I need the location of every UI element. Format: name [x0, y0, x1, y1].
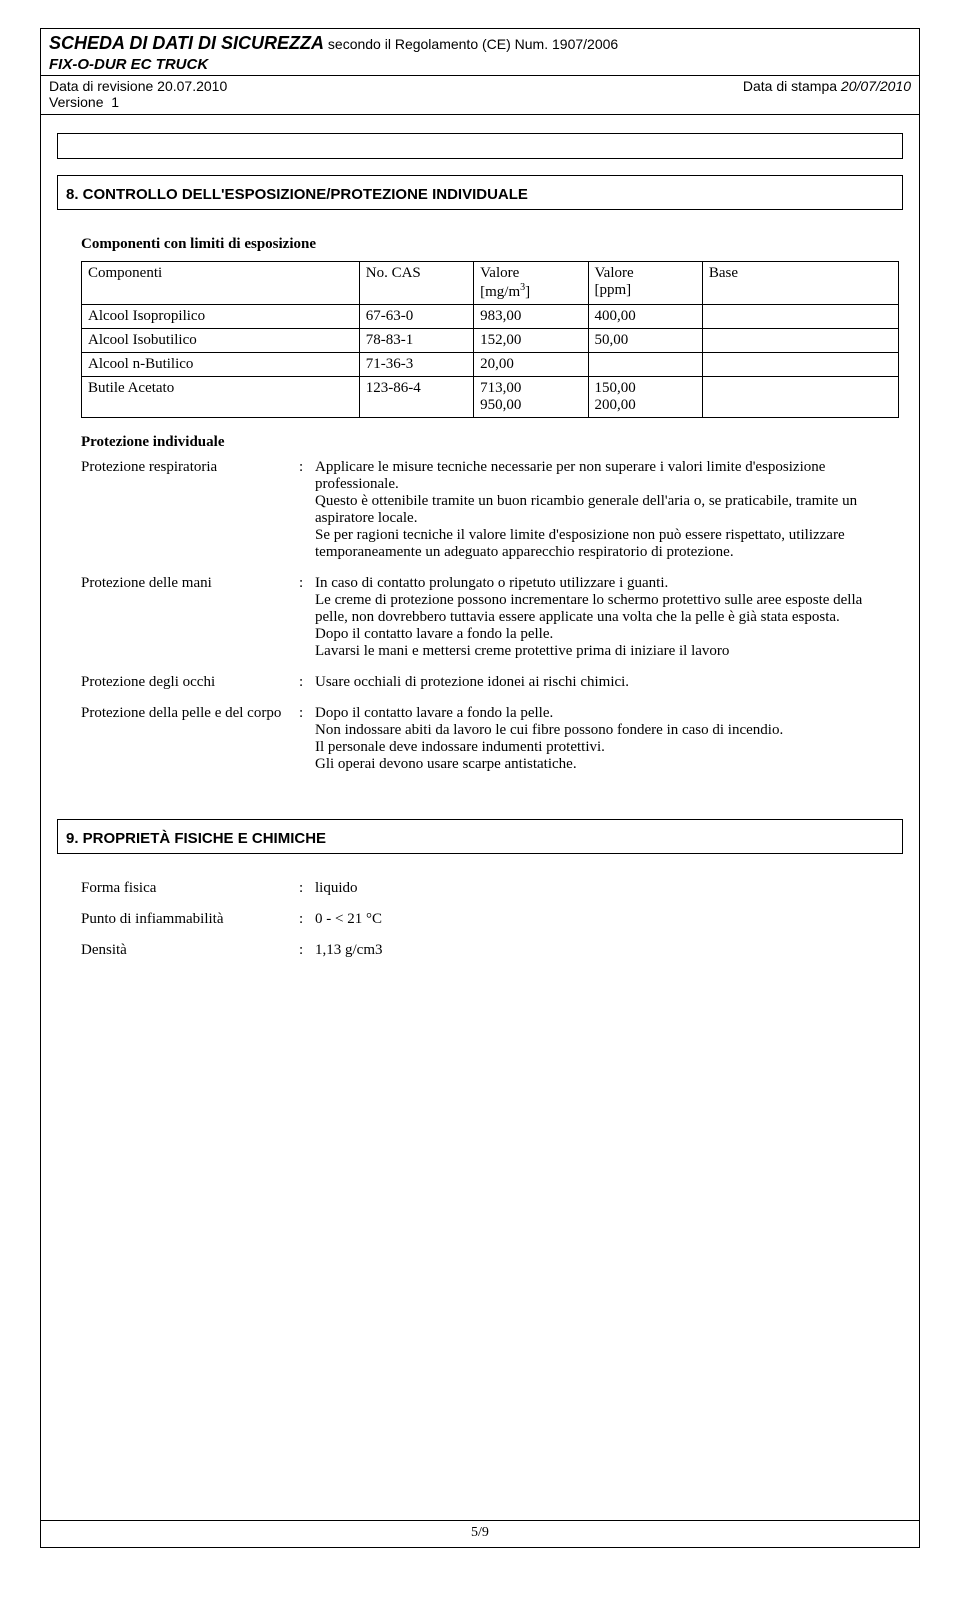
components-table: Componenti No. CAS Valore [mg/m3] Valore… — [81, 261, 899, 418]
col-component: Componenti — [82, 262, 360, 305]
hands-label: Protezione delle mani — [81, 575, 299, 660]
skin-label: Protezione della pelle e del corpo — [81, 705, 299, 773]
density-value: 1,13 g/cm3 — [315, 942, 899, 959]
table-row: Alcool Isopropilico 67-63-0 983,00 400,0… — [82, 305, 899, 329]
eyes-value: Usare occhiali di protezione idonei ai r… — [315, 674, 899, 691]
section-9-box: 9. PROPRIETÀ FISICHE E CHIMICHE — [57, 819, 903, 854]
col-cas: No. CAS — [359, 262, 473, 305]
page-number: 5/9 — [471, 1525, 489, 1540]
cell-base — [702, 353, 898, 377]
cell-base — [702, 377, 898, 418]
skin-value: Dopo il contatto lavare a fondo la pelle… — [315, 705, 899, 773]
document-meta: Data di revisione 20.07.2010 Data di sta… — [41, 76, 919, 115]
revision-label: Data di revisione — [49, 78, 153, 94]
form-label: Forma fisica — [81, 880, 299, 897]
colon: : — [299, 705, 315, 773]
print-value: 20/07/2010 — [841, 78, 911, 94]
col-mgm3: Valore [mg/m3] — [474, 262, 588, 305]
cell-mgm3: 152,00 — [474, 329, 588, 353]
field-form: Forma fisica : liquido — [81, 880, 899, 897]
cell-mgm3: 983,00 — [474, 305, 588, 329]
table-row: Butile Acetato 123-86-4 713,00 950,00 15… — [82, 377, 899, 418]
cell-mgm3: 713,00 950,00 — [474, 377, 588, 418]
cell-mgm3: 20,00 — [474, 353, 588, 377]
eyes-label: Protezione degli occhi — [81, 674, 299, 691]
exposure-limits-heading: Componenti con limiti di esposizione — [81, 236, 899, 253]
document-content: 8. CONTROLLO DELL'ESPOSIZIONE/PROTEZIONE… — [41, 115, 919, 987]
resp-label: Protezione respiratoria — [81, 459, 299, 561]
personal-protection-heading: Protezione individuale — [81, 434, 899, 451]
cell-ppm — [588, 353, 702, 377]
flash-label: Punto di infiammabilità — [81, 911, 299, 928]
cell-cas: 71-36-3 — [359, 353, 473, 377]
section-8-body: Componenti con limiti di esposizione Com… — [57, 226, 903, 791]
colon: : — [299, 459, 315, 561]
field-respiratory: Protezione respiratoria : Applicare le m… — [81, 459, 899, 561]
page-frame: SCHEDA DI DATI DI SICUREZZA secondo il R… — [40, 28, 920, 1548]
cell-ppm: 150,00 200,00 — [588, 377, 702, 418]
table-row: Alcool Isobutilico 78-83-1 152,00 50,00 — [82, 329, 899, 353]
density-label: Densità — [81, 942, 299, 959]
resp-value: Applicare le misure tecniche necessarie … — [315, 459, 899, 561]
cell-cas: 67-63-0 — [359, 305, 473, 329]
table-header-row: Componenti No. CAS Valore [mg/m3] Valore… — [82, 262, 899, 305]
form-value: liquido — [315, 880, 899, 897]
revision-value: 20.07.2010 — [157, 78, 227, 94]
cell-name: Alcool Isobutilico — [82, 329, 360, 353]
colon: : — [299, 942, 315, 959]
colon: : — [299, 674, 315, 691]
field-hands: Protezione delle mani : In caso di conta… — [81, 575, 899, 660]
print-label: Data di stampa — [743, 78, 837, 94]
cell-name: Butile Acetato — [82, 377, 360, 418]
field-skin: Protezione della pelle e del corpo : Dop… — [81, 705, 899, 773]
version-value: 1 — [111, 94, 119, 110]
colon: : — [299, 880, 315, 897]
page-footer: 5/9 — [41, 1519, 919, 1541]
cell-cas: 78-83-1 — [359, 329, 473, 353]
colon: : — [299, 911, 315, 928]
field-flashpoint: Punto di infiammabilità : 0 - < 21 °C — [81, 911, 899, 928]
table-row: Alcool n-Butilico 71-36-3 20,00 — [82, 353, 899, 377]
section-9-body: Forma fisica : liquido Punto di infiamma… — [57, 870, 903, 977]
version-label: Versione — [49, 94, 103, 110]
field-density: Densità : 1,13 g/cm3 — [81, 942, 899, 959]
section-9-heading: 9. PROPRIETÀ FISICHE E CHIMICHE — [64, 826, 896, 847]
cell-ppm: 400,00 — [588, 305, 702, 329]
product-name: FIX-O-DUR EC TRUCK — [49, 56, 911, 73]
section-8-box: 8. CONTROLLO DELL'ESPOSIZIONE/PROTEZIONE… — [57, 175, 903, 210]
document-header: SCHEDA DI DATI DI SICUREZZA secondo il R… — [41, 29, 919, 76]
doc-title: SCHEDA DI DATI DI SICUREZZA — [49, 33, 324, 53]
hands-value: In caso di contatto prolungato o ripetut… — [315, 575, 899, 660]
cell-name: Alcool n-Butilico — [82, 353, 360, 377]
cell-base — [702, 329, 898, 353]
cell-name: Alcool Isopropilico — [82, 305, 360, 329]
flash-value: 0 - < 21 °C — [315, 911, 899, 928]
doc-subtitle: secondo il Regolamento (CE) Num. 1907/20… — [324, 36, 618, 52]
empty-section-box — [57, 133, 903, 159]
cell-ppm: 50,00 — [588, 329, 702, 353]
cell-base — [702, 305, 898, 329]
section-8-heading: 8. CONTROLLO DELL'ESPOSIZIONE/PROTEZIONE… — [64, 182, 896, 203]
colon: : — [299, 575, 315, 660]
cell-cas: 123-86-4 — [359, 377, 473, 418]
col-base: Base — [702, 262, 898, 305]
col-ppm: Valore [ppm] — [588, 262, 702, 305]
field-eyes: Protezione degli occhi : Usare occhiali … — [81, 674, 899, 691]
